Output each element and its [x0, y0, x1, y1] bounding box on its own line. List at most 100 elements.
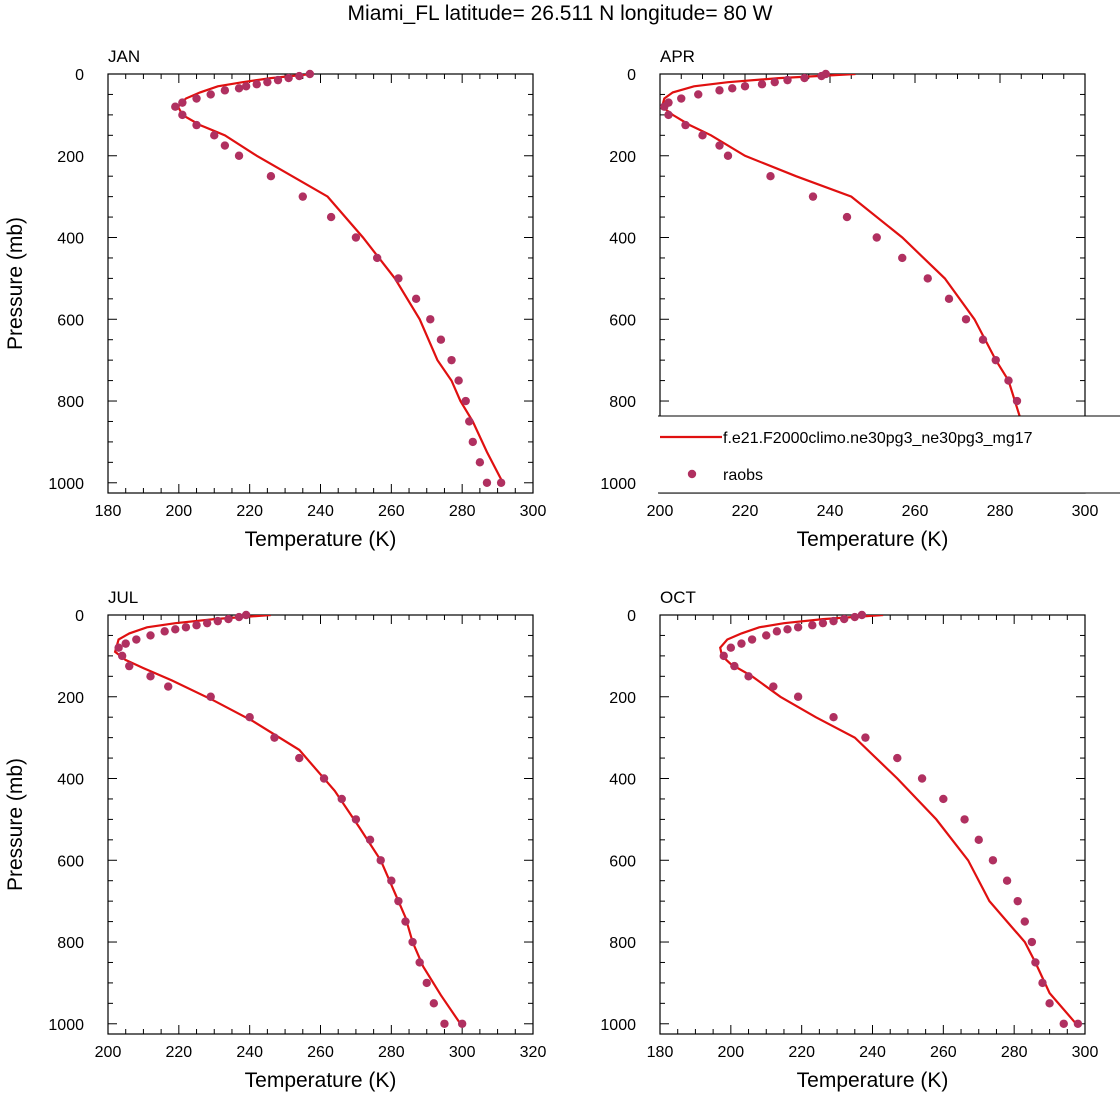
x-tick-label: 180: [647, 1044, 674, 1061]
panel-label: OCT: [660, 588, 696, 607]
raobs-point: [808, 192, 818, 201]
raobs-point: [146, 672, 155, 681]
raobs-point: [772, 627, 782, 636]
raobs-point: [744, 672, 753, 681]
raobs-point: [351, 233, 361, 242]
raobs-point: [181, 623, 191, 632]
raobs-point: [422, 978, 431, 988]
raobs-point: [401, 917, 410, 926]
raobs-point: [861, 733, 870, 742]
raobs-point: [961, 315, 971, 324]
raobs-point: [408, 937, 417, 947]
raobs-point: [762, 631, 771, 640]
x-tick-label: 180: [95, 503, 122, 520]
raobs-point: [766, 171, 775, 181]
y-tick-label: 600: [57, 853, 84, 870]
y-tick-label: 400: [57, 231, 84, 248]
plot-frame: [107, 614, 534, 1035]
x-tick-label: 280: [1001, 1044, 1028, 1061]
raobs-point: [698, 131, 707, 140]
raobs-point: [793, 623, 803, 632]
raobs-point: [681, 120, 690, 130]
raobs-point: [730, 661, 739, 671]
raobs-point: [454, 376, 463, 385]
raobs-point: [415, 958, 424, 967]
y-tick-label: 0: [75, 608, 84, 625]
raobs-point: [192, 621, 201, 630]
y-tick-label: 600: [57, 312, 84, 329]
raobs-point: [917, 774, 927, 783]
raobs-point: [808, 621, 817, 630]
raobs-point: [164, 682, 173, 691]
raobs-point: [978, 335, 988, 344]
y-tick-label: 0: [627, 608, 636, 625]
raobs-point: [160, 627, 169, 636]
raobs-point: [192, 94, 201, 103]
y-tick-label: 1000: [48, 1017, 84, 1034]
raobs-point: [178, 98, 187, 107]
raobs-point: [857, 610, 867, 620]
raobs-point: [178, 110, 187, 120]
legend-background: [658, 416, 1120, 493]
model-profile-line: [660, 74, 1065, 484]
y-tick-label: 1000: [48, 476, 84, 493]
raobs-point: [728, 84, 737, 93]
raobs-point: [376, 856, 385, 865]
raobs-point: [475, 458, 485, 467]
raobs-point: [220, 141, 230, 150]
raobs-point: [298, 192, 307, 201]
raobs-point: [319, 774, 329, 783]
raobs-point: [829, 616, 838, 626]
raobs-point: [146, 631, 155, 640]
x-tick-label: 200: [95, 1044, 122, 1061]
raobs-point: [241, 610, 251, 620]
raobs-point: [192, 120, 201, 130]
legend-raobs-label: raobs: [723, 467, 763, 484]
x-tick-label: 320: [520, 1044, 547, 1061]
raobs-point: [234, 84, 244, 93]
raobs-point: [210, 131, 219, 140]
plot-frame: [107, 73, 534, 494]
raobs-point: [326, 212, 336, 222]
page-title: Miami_FL latitude= 26.511 N longitude= 8…: [347, 2, 773, 25]
x-tick-label: 200: [647, 503, 674, 520]
x-tick-label: 300: [449, 1044, 476, 1061]
y-tick-label: 400: [57, 772, 84, 789]
raobs-point: [850, 612, 859, 622]
raobs-point: [305, 69, 315, 79]
y-tick-label: 800: [57, 935, 84, 952]
raobs-point: [1031, 958, 1040, 967]
panel-label: JUL: [108, 588, 138, 607]
raobs-point: [351, 815, 361, 824]
x-tick-label: 300: [1072, 1044, 1099, 1061]
y-tick-label: 1000: [600, 476, 636, 493]
raobs-point: [284, 73, 293, 83]
x-tick-label: 220: [788, 1044, 815, 1061]
x-axis-label: Temperature (K): [245, 1069, 397, 1092]
legend-raobs-swatch: [687, 469, 697, 479]
raobs-point: [411, 294, 421, 304]
raobs-point: [429, 999, 439, 1008]
raobs-point: [273, 75, 283, 85]
raobs-point: [482, 478, 492, 487]
x-tick-label: 240: [859, 1044, 886, 1061]
x-tick-label: 260: [378, 503, 405, 520]
raobs-point: [1045, 999, 1054, 1008]
raobs-point: [974, 835, 983, 845]
raobs-point: [1013, 896, 1022, 906]
raobs-point: [461, 396, 470, 406]
raobs-point: [171, 102, 180, 111]
panel-label: JAN: [108, 47, 140, 66]
raobs-point: [468, 437, 477, 447]
x-tick-label: 220: [165, 1044, 192, 1061]
x-tick-label: 260: [307, 1044, 334, 1061]
x-tick-label: 280: [378, 1044, 405, 1061]
raobs-point: [457, 1019, 467, 1028]
raobs-point: [872, 233, 881, 242]
panel-jul: 200 220 240 260 280 300 320 0 200 400 600 800 1000 JU…: [4, 588, 546, 1092]
raobs-point: [220, 86, 230, 95]
raobs-point: [923, 274, 932, 283]
panel-jan: 180 200 220 240 260 280 300 0 200 400 600 800 1000 JA…: [4, 47, 546, 551]
raobs-point: [263, 77, 272, 87]
